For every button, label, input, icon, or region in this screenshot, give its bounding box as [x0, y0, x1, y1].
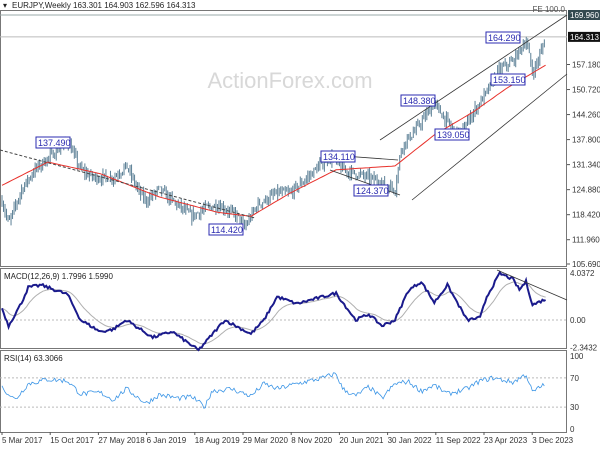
price-annotation: 148.380 — [403, 96, 436, 106]
y-tick-label: 131.340 — [572, 161, 600, 170]
price-annotation-box — [434, 128, 470, 141]
price-annotation-box — [400, 94, 436, 107]
x-tick-label: 15 Oct 2017 — [50, 436, 94, 445]
price-annotation-box — [485, 31, 521, 44]
macd-trendline — [496, 269, 568, 301]
macd-signal-line — [1, 281, 546, 345]
x-tick-label: 27 May 2018 — [98, 436, 145, 445]
x-tick-label: 6 Jan 2019 — [147, 436, 187, 445]
price-annotation-box — [208, 223, 244, 236]
current-price-label: 164.313 — [570, 33, 599, 42]
price-annotation: 124.370 — [356, 186, 389, 196]
price-annotation-box — [490, 73, 526, 86]
price-annotation: 114.420 — [211, 225, 243, 235]
y-tick-label: 105.690 — [572, 260, 600, 269]
y-tick-label: 137.800 — [572, 136, 600, 145]
rsi-title: RSI(14) 63.3066 — [4, 354, 63, 363]
macd-tick-label: 0.00 — [570, 316, 586, 325]
x-tick-label: 29 Mar 2020 — [243, 436, 288, 445]
chart-title: EURJPY,Weekly 163.301 164.903 162.596 16… — [12, 1, 196, 10]
dropdown-arrow-icon[interactable]: ▾ — [3, 1, 7, 10]
descending-trendline — [0, 149, 256, 219]
x-tick-label: 8 Nov 2020 — [291, 436, 332, 445]
channel-upper-line — [379, 14, 568, 141]
fe-label: FE 100.0 — [533, 5, 566, 14]
price-annotation-box — [35, 136, 71, 149]
price-annotation: 153.150 — [493, 75, 526, 85]
rsi-tick-label: 70 — [570, 374, 579, 383]
fe-price-label: 169.960 — [570, 11, 599, 20]
price-panel — [0, 10, 567, 267]
x-tick-label: 11 Sep 2022 — [436, 436, 481, 445]
price-annotation-box — [353, 184, 389, 197]
moving-average-line — [1, 64, 546, 217]
rsi-line — [1, 372, 545, 409]
macd-tick-label: 4.0372 — [570, 269, 595, 278]
x-tick-label: 23 Apr 2023 — [484, 436, 528, 445]
price-annotation: 139.050 — [437, 130, 470, 140]
rsi-tick-label: 30 — [570, 403, 579, 412]
fe-price-box — [568, 10, 600, 20]
y-tick-label: 150.720 — [572, 86, 600, 95]
y-tick-label: 118.420 — [572, 211, 600, 220]
rsi-tick-label: 0 — [570, 425, 575, 434]
y-tick-label: 111.960 — [572, 236, 600, 245]
rsi-panel — [0, 350, 567, 433]
x-tick-label: 30 Jan 2022 — [388, 436, 433, 445]
macd-title: MACD(12,26,9) 1.7996 1.5990 — [4, 272, 114, 281]
y-tick-label: 157.180 — [572, 61, 600, 70]
watermark: ActionForex.com — [207, 68, 372, 93]
y-tick-label: 124.880 — [572, 186, 600, 195]
channel-lower-line — [411, 73, 568, 201]
macd-panel — [0, 268, 567, 349]
price-annotation: 164.290 — [488, 33, 521, 43]
x-tick-label: 20 Jun 2021 — [339, 436, 384, 445]
price-annotation: 134.110 — [323, 152, 355, 162]
macd-tick-label: -2.3432 — [570, 343, 598, 352]
rsi-tick-label: 100 — [570, 352, 584, 361]
price-annotation-box — [320, 150, 356, 163]
x-tick-label: 3 Dec 2023 — [532, 436, 573, 445]
price-annotation: 137.490 — [38, 138, 71, 148]
x-tick-label: 5 Mar 2017 — [2, 436, 43, 445]
macd-line — [1, 270, 547, 352]
y-tick-label: 144.260 — [572, 111, 600, 120]
x-tick-label: 18 Aug 2019 — [195, 436, 240, 445]
current-price-box — [568, 31, 600, 42]
